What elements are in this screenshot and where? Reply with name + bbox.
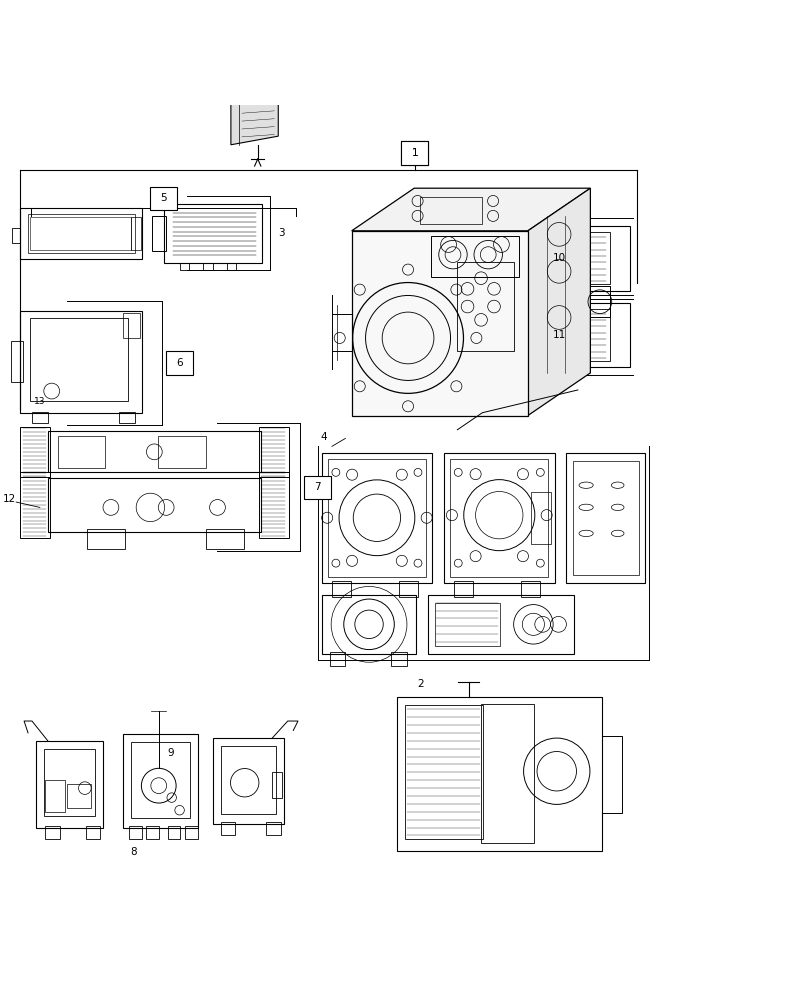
Text: 1: 1 — [412, 148, 418, 158]
Text: 11: 11 — [553, 330, 567, 340]
Bar — [48, 431, 261, 472]
Bar — [588, 232, 610, 284]
Bar — [602, 736, 622, 813]
Bar — [168, 826, 181, 839]
Bar — [259, 427, 288, 477]
Bar — [444, 453, 555, 583]
Polygon shape — [352, 188, 591, 231]
Bar — [45, 826, 60, 839]
Bar — [20, 472, 50, 538]
Bar — [152, 216, 166, 251]
Text: 9: 9 — [168, 748, 174, 758]
Bar — [428, 595, 574, 654]
Text: 8: 8 — [131, 847, 137, 857]
Bar — [451, 459, 548, 577]
Bar — [205, 529, 244, 549]
Bar — [272, 772, 283, 798]
Bar — [455, 581, 474, 597]
Bar — [88, 529, 125, 549]
Bar — [30, 217, 131, 250]
Bar — [123, 734, 197, 828]
Bar — [588, 309, 610, 361]
Bar — [20, 311, 142, 413]
Bar — [332, 581, 351, 597]
Bar — [567, 453, 646, 583]
Text: 6: 6 — [176, 358, 183, 368]
Text: 7: 7 — [314, 482, 321, 492]
Bar — [401, 141, 428, 165]
Bar — [322, 453, 432, 583]
Bar — [58, 436, 105, 468]
Bar — [164, 204, 263, 263]
Text: 10: 10 — [553, 253, 567, 263]
Bar — [44, 749, 96, 816]
Bar — [431, 236, 519, 277]
Bar — [582, 226, 630, 291]
Bar — [531, 492, 551, 544]
Bar — [29, 318, 128, 401]
Bar — [158, 436, 205, 468]
Bar — [45, 780, 65, 812]
Bar — [396, 697, 602, 851]
Bar — [352, 231, 528, 416]
Bar — [401, 141, 428, 165]
Bar — [220, 746, 276, 814]
Bar — [267, 822, 281, 835]
Polygon shape — [528, 188, 591, 416]
Bar — [521, 581, 540, 597]
Text: 12: 12 — [3, 494, 16, 504]
Bar — [399, 581, 418, 597]
Bar — [481, 704, 534, 843]
Bar — [435, 603, 500, 646]
Bar — [119, 412, 135, 423]
Text: 2: 2 — [417, 679, 423, 689]
Text: 13: 13 — [34, 397, 46, 406]
Bar — [572, 461, 639, 575]
Bar — [131, 742, 190, 818]
Bar — [304, 476, 331, 499]
Bar — [330, 652, 345, 666]
Bar — [28, 214, 135, 253]
Bar — [322, 595, 416, 654]
Bar — [146, 826, 159, 839]
Bar — [582, 303, 630, 367]
Bar — [259, 472, 288, 538]
Bar — [150, 187, 178, 210]
Bar — [166, 351, 193, 375]
Bar — [328, 459, 426, 577]
Bar — [420, 197, 482, 224]
Bar — [48, 478, 261, 532]
Bar — [220, 822, 235, 835]
Text: 4: 4 — [320, 432, 326, 442]
Bar — [32, 412, 48, 423]
Bar — [213, 738, 284, 824]
Bar — [123, 313, 140, 338]
Bar — [20, 208, 142, 259]
Bar — [458, 262, 513, 351]
Bar — [20, 427, 50, 477]
Polygon shape — [231, 95, 279, 145]
Bar — [131, 217, 141, 250]
Bar — [129, 826, 142, 839]
Bar — [10, 341, 22, 382]
Text: 3: 3 — [279, 228, 285, 238]
Text: 1: 1 — [412, 148, 418, 158]
Bar — [391, 652, 407, 666]
Bar — [68, 784, 92, 808]
Text: 5: 5 — [161, 193, 167, 203]
Bar — [185, 826, 197, 839]
Bar — [36, 741, 103, 828]
Bar — [86, 826, 100, 839]
Bar — [404, 705, 482, 839]
